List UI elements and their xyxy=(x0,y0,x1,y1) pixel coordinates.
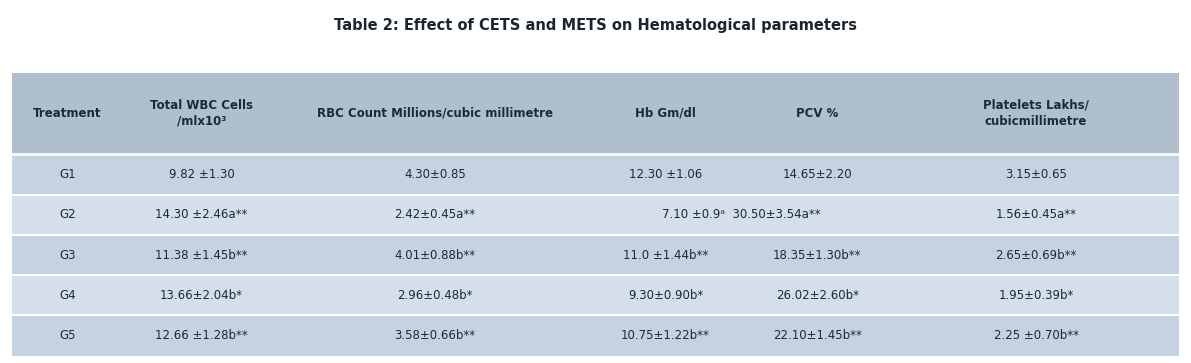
Text: 11.38 ±1.45b**: 11.38 ±1.45b** xyxy=(155,249,248,261)
Text: 14.30 ±2.46a**: 14.30 ±2.46a** xyxy=(155,208,248,221)
Text: G3: G3 xyxy=(60,249,75,261)
Text: G5: G5 xyxy=(60,329,75,342)
Text: 12.30 ±1.06: 12.30 ±1.06 xyxy=(629,168,703,181)
Bar xyxy=(12,315,1179,356)
Text: PCV %: PCV % xyxy=(796,107,838,120)
Bar xyxy=(12,235,1179,275)
Text: 1.95±0.39b*: 1.95±0.39b* xyxy=(998,289,1074,302)
Text: Table 2: Effect of CETS and METS on Hematological parameters: Table 2: Effect of CETS and METS on Hema… xyxy=(333,18,858,33)
Text: 3.58±0.66b**: 3.58±0.66b** xyxy=(394,329,475,342)
Text: 2.65±0.69b**: 2.65±0.69b** xyxy=(996,249,1077,261)
Text: 11.0 ±1.44b**: 11.0 ±1.44b** xyxy=(623,249,709,261)
Text: 3.15±0.65: 3.15±0.65 xyxy=(1005,168,1067,181)
Text: 9.82 ±1.30: 9.82 ±1.30 xyxy=(169,168,235,181)
Text: 2.96±0.48b*: 2.96±0.48b* xyxy=(398,289,473,302)
Text: Total WBC Cells
/mlx10³: Total WBC Cells /mlx10³ xyxy=(150,99,252,128)
Text: 2.25 ±0.70b**: 2.25 ±0.70b** xyxy=(993,329,1079,342)
Text: 18.35±1.30b**: 18.35±1.30b** xyxy=(773,249,861,261)
Text: 2.42±0.45a**: 2.42±0.45a** xyxy=(394,208,475,221)
Text: G2: G2 xyxy=(60,208,76,221)
Text: G4: G4 xyxy=(60,289,76,302)
Text: 12.66 ±1.28b**: 12.66 ±1.28b** xyxy=(155,329,248,342)
Text: 26.02±2.60b*: 26.02±2.60b* xyxy=(775,289,859,302)
Text: 1.56±0.45a**: 1.56±0.45a** xyxy=(996,208,1077,221)
Bar xyxy=(12,275,1179,315)
Text: 4.30±0.85: 4.30±0.85 xyxy=(404,168,466,181)
Text: 22.10±1.45b**: 22.10±1.45b** xyxy=(773,329,862,342)
Text: RBC Count Millions/cubic millimetre: RBC Count Millions/cubic millimetre xyxy=(317,107,553,120)
Text: 7.10 ±0.9ᵃ  30.50±3.54a**: 7.10 ±0.9ᵃ 30.50±3.54a** xyxy=(662,208,821,221)
Text: Hb Gm/dl: Hb Gm/dl xyxy=(635,107,696,120)
Text: 4.01±0.88b**: 4.01±0.88b** xyxy=(394,249,475,261)
Text: 13.66±2.04b*: 13.66±2.04b* xyxy=(160,289,243,302)
Bar xyxy=(12,195,1179,235)
Text: Platelets Lakhs/
cubicmillimetre: Platelets Lakhs/ cubicmillimetre xyxy=(984,99,1089,128)
Text: G1: G1 xyxy=(60,168,76,181)
Text: Treatment: Treatment xyxy=(33,107,101,120)
Bar xyxy=(12,73,1179,154)
Bar xyxy=(12,154,1179,195)
Text: 10.75±1.22b**: 10.75±1.22b** xyxy=(621,329,710,342)
Text: 14.65±2.20: 14.65±2.20 xyxy=(782,168,852,181)
Text: 9.30±0.90b*: 9.30±0.90b* xyxy=(628,289,703,302)
